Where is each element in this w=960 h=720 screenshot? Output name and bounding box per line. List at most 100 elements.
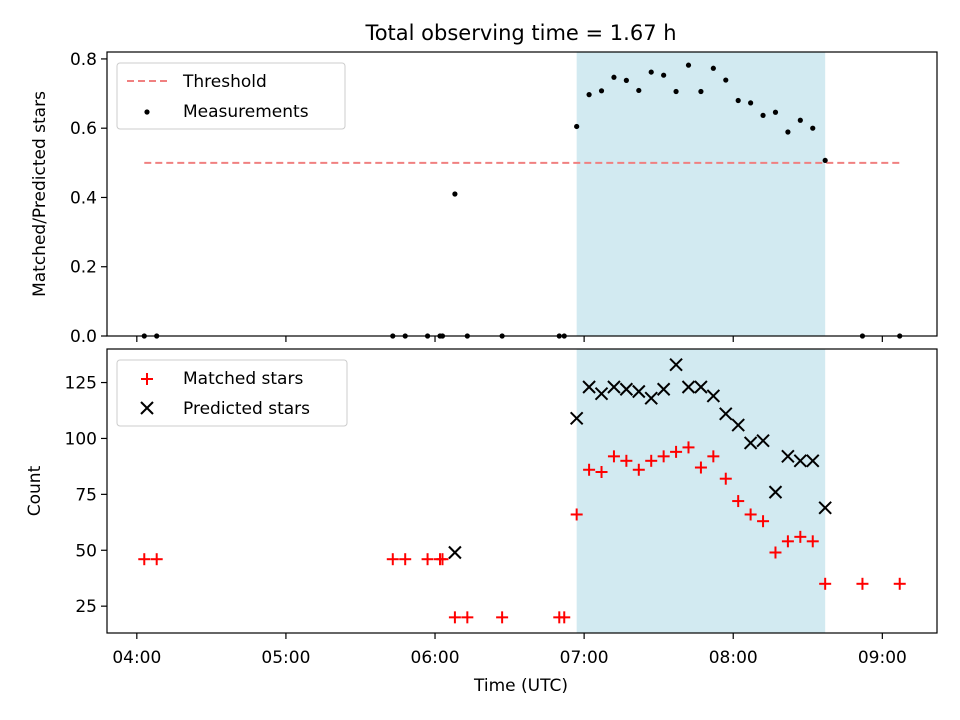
measurement-point	[611, 74, 617, 80]
top-panel: 0.00.20.40.60.8 Matched/Predicted stars …	[30, 50, 938, 347]
x-tick-label: 09:00	[858, 648, 907, 668]
matched-stars-point	[707, 450, 720, 463]
predicted-stars-point	[756, 433, 770, 448]
matched-stars-point	[496, 611, 509, 624]
predicted-stars-point	[632, 384, 646, 399]
measurement-point	[636, 87, 642, 94]
measurement-point	[598, 88, 605, 94]
y-tick-label: 75	[75, 485, 97, 505]
matched-stars-point	[607, 450, 620, 463]
top-legend-box	[116, 62, 346, 130]
measurement-point	[698, 88, 704, 95]
matched-stars-point	[757, 515, 770, 528]
measurement-point	[810, 125, 816, 131]
predicted-stars-point	[569, 411, 584, 426]
matched-stars-point	[819, 577, 832, 590]
measurement-point	[797, 117, 803, 123]
matched-stars-points	[138, 441, 906, 624]
predicted-stars-points	[448, 357, 832, 560]
matched-stars-point	[781, 535, 794, 548]
matched-stars-point	[620, 454, 633, 467]
top-y-axis-label: Matched/Predicted stars	[30, 91, 50, 297]
measurement-point	[685, 62, 692, 68]
matched-stars-point	[399, 553, 412, 566]
matched-stars-point	[719, 472, 732, 485]
legend-matched-label: Matched stars	[183, 369, 303, 389]
measurement-point	[735, 97, 741, 104]
y-tick-label: 0.6	[70, 119, 97, 139]
measurement-point	[574, 123, 580, 130]
y-tick-label: 0.0	[70, 327, 97, 347]
top-y-axis: 0.0 0.2 0.4 0.6 0.8	[70, 50, 107, 347]
x-tick-label: 04:00	[112, 648, 161, 668]
measurement-point	[785, 129, 791, 135]
predicted-stars-point	[706, 389, 721, 403]
matched-stars-point	[645, 454, 658, 467]
predicted-stars-point	[781, 449, 795, 464]
predicted-stars-point	[768, 485, 783, 499]
matched-stars-point	[436, 553, 449, 566]
x-tick-label: 05:00	[261, 648, 310, 668]
chart-title: Total observing time = 1.67 h	[364, 21, 676, 45]
measurement-point	[772, 109, 779, 115]
matched-stars-point	[595, 465, 608, 478]
bottom-x-axis: 04:00 05:00 06:00 07:00 08:00 09:00	[112, 633, 907, 668]
measurement-point	[822, 157, 828, 164]
y-tick-label: 0.8	[70, 50, 97, 70]
predicted-stars-point	[694, 380, 708, 394]
measurement-point	[760, 112, 766, 118]
predicted-stars-point	[681, 380, 696, 394]
matched-stars-point	[461, 611, 474, 624]
x-tick-label: 08:00	[709, 648, 758, 668]
y-tick-label: 0.2	[70, 258, 97, 278]
bottom-legend: Matched stars Predicted stars	[116, 359, 348, 427]
x-tick-label: 07:00	[560, 648, 609, 668]
top-axes-frame	[106, 51, 938, 337]
matched-stars-point	[769, 546, 782, 559]
matched-stars-point	[744, 508, 757, 521]
top-legend: Threshold Measurements	[116, 62, 346, 130]
legend-predicted-label: Predicted stars	[183, 399, 310, 419]
predicted-stars-point	[582, 380, 596, 394]
predicted-stars-point	[607, 380, 621, 394]
y-tick-label: 25	[75, 597, 97, 617]
matched-stars-point	[386, 553, 399, 566]
y-tick-label: 0.4	[70, 188, 97, 208]
predicted-stars-point	[448, 545, 462, 560]
predicted-stars-point	[719, 407, 733, 421]
observing-window-shade-bottom	[576, 349, 826, 633]
measurement-point	[723, 77, 729, 83]
predicted-stars-point	[644, 391, 658, 405]
legend-predicted-swatch	[140, 401, 154, 415]
matched-stars-point	[694, 461, 707, 474]
predicted-stars-point	[818, 501, 832, 515]
measurement-point	[748, 100, 754, 106]
measurement-point	[661, 72, 667, 78]
matched-stars-point	[732, 495, 745, 508]
measurement-point	[452, 191, 458, 197]
measurement-point	[586, 92, 592, 98]
matched-stars-point	[682, 441, 695, 454]
legend-matched-swatch	[141, 373, 153, 385]
predicted-stars-point	[594, 387, 609, 401]
bottom-panel: 25 50 75 100 125 04:00 05:00 06:00 07:00 08:00 09…	[25, 348, 938, 696]
matched-stars-point	[421, 553, 434, 566]
predicted-stars-point	[656, 382, 671, 396]
measurement-point	[623, 77, 629, 83]
y-tick-label: 100	[65, 429, 97, 449]
matched-stars-point	[583, 463, 596, 476]
observing-window-shade-top	[576, 52, 826, 336]
predicted-stars-point	[619, 382, 634, 396]
legend-measurements-label: Measurements	[183, 102, 309, 122]
x-tick-label: 06:00	[411, 648, 460, 668]
matched-stars-point	[558, 611, 571, 624]
legend-threshold-label: Threshold	[182, 72, 267, 92]
matched-stars-point	[806, 535, 819, 548]
matched-stars-point	[893, 577, 906, 590]
predicted-stars-point	[669, 357, 683, 372]
predicted-stars-point	[731, 418, 745, 432]
matched-stars-point	[150, 553, 163, 566]
matched-stars-point	[856, 577, 869, 590]
bottom-axes-frame	[106, 348, 938, 634]
